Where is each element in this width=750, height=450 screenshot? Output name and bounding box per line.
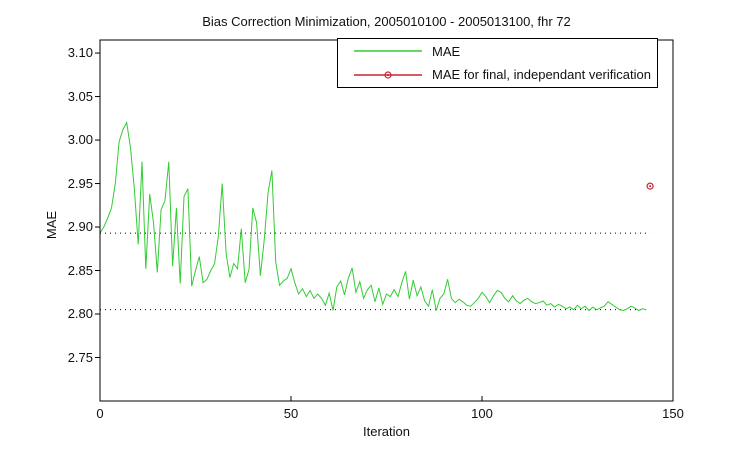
- y-tick-label: 2.75: [67, 349, 93, 365]
- x-tick-label: 0: [96, 406, 104, 421]
- axes-box: [99, 39, 674, 402]
- y-tick-label: 3.00: [67, 132, 93, 148]
- legend-line-swatch-verification: [354, 71, 422, 79]
- series-line-mae: [99, 121, 647, 312]
- verification-point-center: [649, 185, 652, 188]
- legend-label-mae: MAE: [432, 43, 461, 59]
- verification-point-marker: [646, 182, 654, 190]
- chart-title: Bias Correction Minimization, 2005010100…: [202, 14, 571, 29]
- legend: MAE MAE for final, independant verificat…: [337, 38, 658, 88]
- y-tick-label: 2.85: [67, 262, 93, 278]
- y-tick-label: 2.80: [67, 306, 93, 321]
- y-tick-label: 3.05: [67, 88, 93, 104]
- x-tick-label: 150: [662, 406, 684, 421]
- x-tick-label: 100: [471, 406, 493, 421]
- x-axis-label: Iteration: [363, 424, 410, 439]
- legend-entry-verification: MAE for final, independant verification: [338, 64, 657, 86]
- y-tick-label: 2.90: [67, 219, 93, 235]
- legend-entry-mae: MAE: [338, 40, 657, 62]
- y-tick-label: 3.10: [67, 45, 93, 61]
- legend-line-swatch-mae: [354, 50, 422, 53]
- y-tick-label: 2.95: [67, 175, 93, 191]
- legend-label-verification: MAE for final, independant verification: [432, 67, 651, 83]
- x-tick-label: 50: [283, 406, 299, 421]
